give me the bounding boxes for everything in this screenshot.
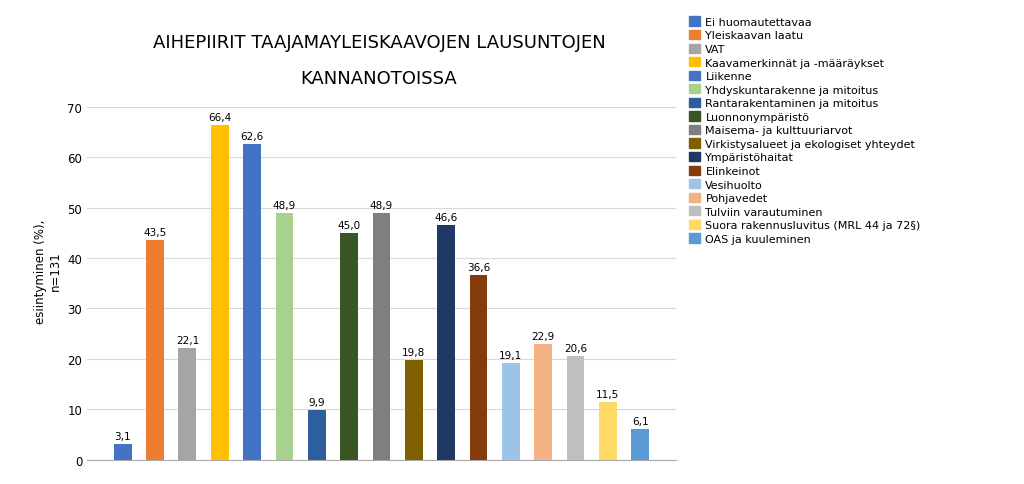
Text: 11,5: 11,5 bbox=[596, 389, 620, 399]
Bar bbox=[566, 356, 585, 460]
Text: 20,6: 20,6 bbox=[564, 343, 587, 353]
Text: 6,1: 6,1 bbox=[632, 416, 648, 426]
Text: 19,1: 19,1 bbox=[499, 351, 522, 361]
Bar bbox=[437, 225, 455, 460]
Text: 48,9: 48,9 bbox=[370, 201, 393, 211]
Bar bbox=[178, 348, 197, 460]
Legend: Ei huomautettavaa, Yleiskaavan laatu, VAT, Kaavamerkinnät ja -määräykset, Liiken: Ei huomautettavaa, Yleiskaavan laatu, VA… bbox=[686, 15, 923, 246]
Bar bbox=[340, 233, 358, 460]
Text: 43,5: 43,5 bbox=[143, 228, 167, 238]
Bar bbox=[535, 345, 552, 460]
Bar bbox=[631, 429, 649, 460]
Bar bbox=[275, 213, 293, 460]
Text: 22,1: 22,1 bbox=[176, 335, 199, 346]
Text: 36,6: 36,6 bbox=[467, 263, 490, 272]
Bar bbox=[114, 444, 132, 460]
Text: 3,1: 3,1 bbox=[115, 431, 131, 441]
Bar bbox=[470, 275, 487, 460]
Bar bbox=[502, 363, 520, 460]
Text: 62,6: 62,6 bbox=[241, 132, 264, 142]
Text: 46,6: 46,6 bbox=[434, 212, 458, 222]
Y-axis label: esiintyminen (%),
n=131: esiintyminen (%), n=131 bbox=[34, 219, 61, 323]
Text: 22,9: 22,9 bbox=[531, 332, 555, 342]
Bar bbox=[404, 360, 423, 460]
Text: 45,0: 45,0 bbox=[338, 220, 360, 230]
Bar bbox=[373, 213, 390, 460]
Text: 19,8: 19,8 bbox=[402, 347, 425, 357]
Bar bbox=[146, 241, 164, 460]
Text: 48,9: 48,9 bbox=[272, 201, 296, 211]
Bar bbox=[308, 410, 326, 460]
Text: KANNANOTOISSA: KANNANOTOISSA bbox=[300, 70, 458, 88]
Text: 66,4: 66,4 bbox=[208, 113, 231, 122]
Text: AIHEPIIRIT TAAJAMAYLEISKAAVOJEN LAUSUNTOJEN: AIHEPIIRIT TAAJAMAYLEISKAAVOJEN LAUSUNTO… bbox=[153, 34, 605, 52]
Text: 9,9: 9,9 bbox=[308, 397, 325, 407]
Bar bbox=[211, 125, 228, 460]
Bar bbox=[243, 145, 261, 460]
Bar bbox=[599, 402, 616, 460]
